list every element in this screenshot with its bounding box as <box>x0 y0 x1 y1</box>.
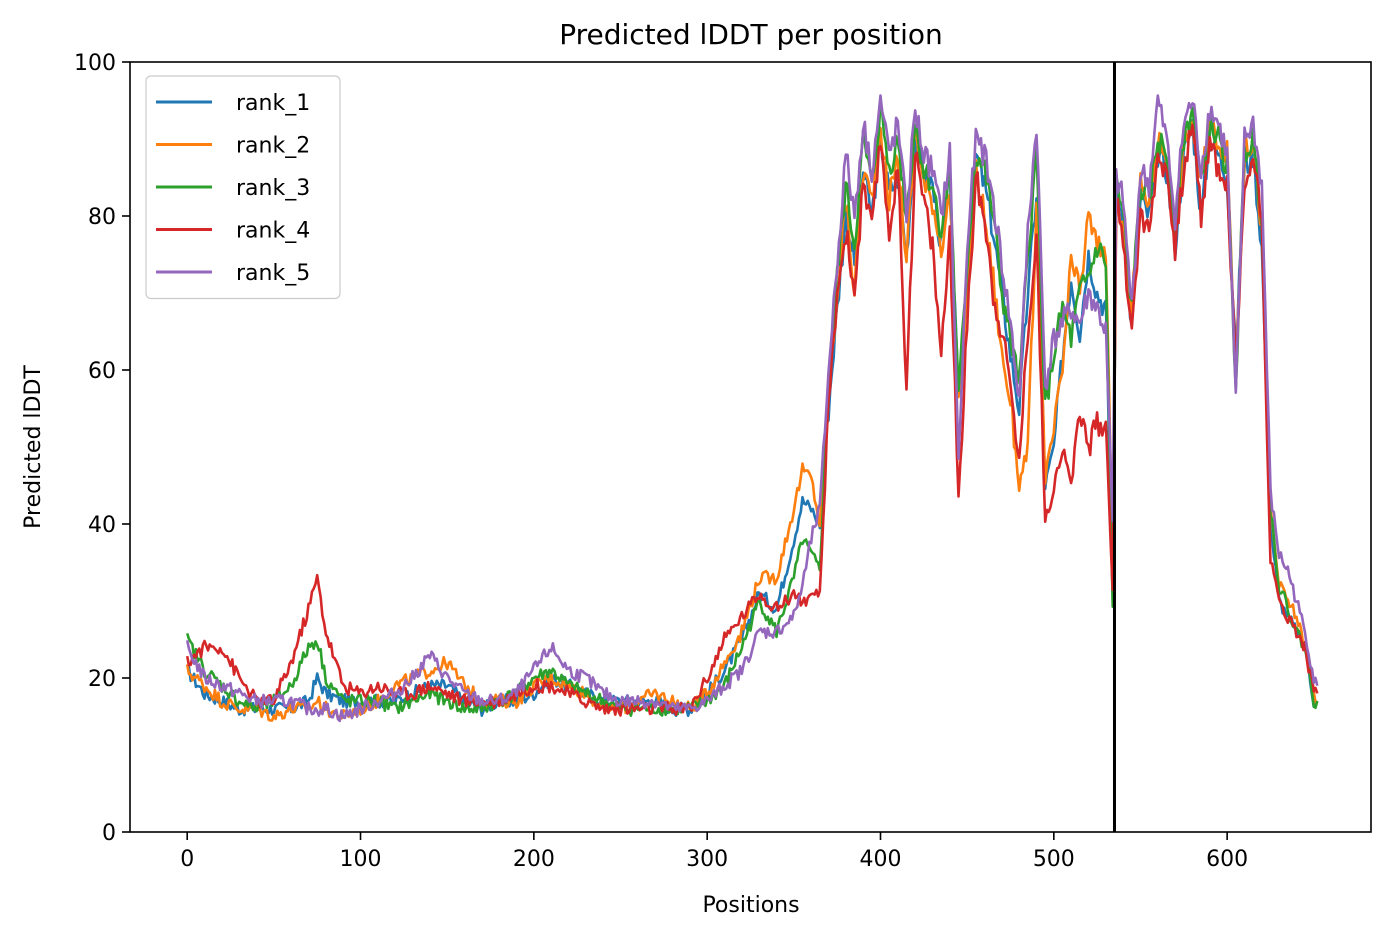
legend-box <box>145 75 341 300</box>
legend-label: rank_1 <box>236 91 310 116</box>
legend-label: rank_5 <box>236 261 310 286</box>
x-tick-label: 0 <box>180 847 194 872</box>
series-line-rank_4 <box>185 123 1319 717</box>
plot-frame <box>129 61 1372 833</box>
legend: rank_1 rank_2 rank_3 rank_4 rank_5 <box>145 75 341 300</box>
x-tick-label: 600 <box>1206 847 1248 872</box>
x-tick-label: 500 <box>1033 847 1075 872</box>
axes: 0 100 200 300 400 500 600 0 20 40 60 80 100 <box>74 51 1248 872</box>
x-tick-label: 300 <box>686 847 728 872</box>
plot-lines <box>185 94 1319 723</box>
series-line-rank_5 <box>185 94 1319 723</box>
x-tick-label: 100 <box>340 847 382 872</box>
chart-title: Predicted lDDT per position <box>559 18 943 51</box>
x-axis-label: Positions <box>702 893 799 918</box>
y-tick-label: 100 <box>74 51 116 76</box>
y-tick-label: 20 <box>88 667 116 692</box>
x-tick-label: 400 <box>859 847 901 872</box>
y-axis-label: Predicted lDDT <box>21 365 46 529</box>
y-tick-label: 40 <box>88 513 116 538</box>
y-tick-label: 60 <box>88 359 116 384</box>
y-tick-label: 0 <box>102 821 116 846</box>
x-tick-label: 200 <box>513 847 555 872</box>
legend-label: rank_3 <box>236 176 310 201</box>
legend-label: rank_2 <box>236 134 310 159</box>
y-tick-label: 80 <box>88 205 116 230</box>
legend-label: rank_4 <box>236 219 310 244</box>
